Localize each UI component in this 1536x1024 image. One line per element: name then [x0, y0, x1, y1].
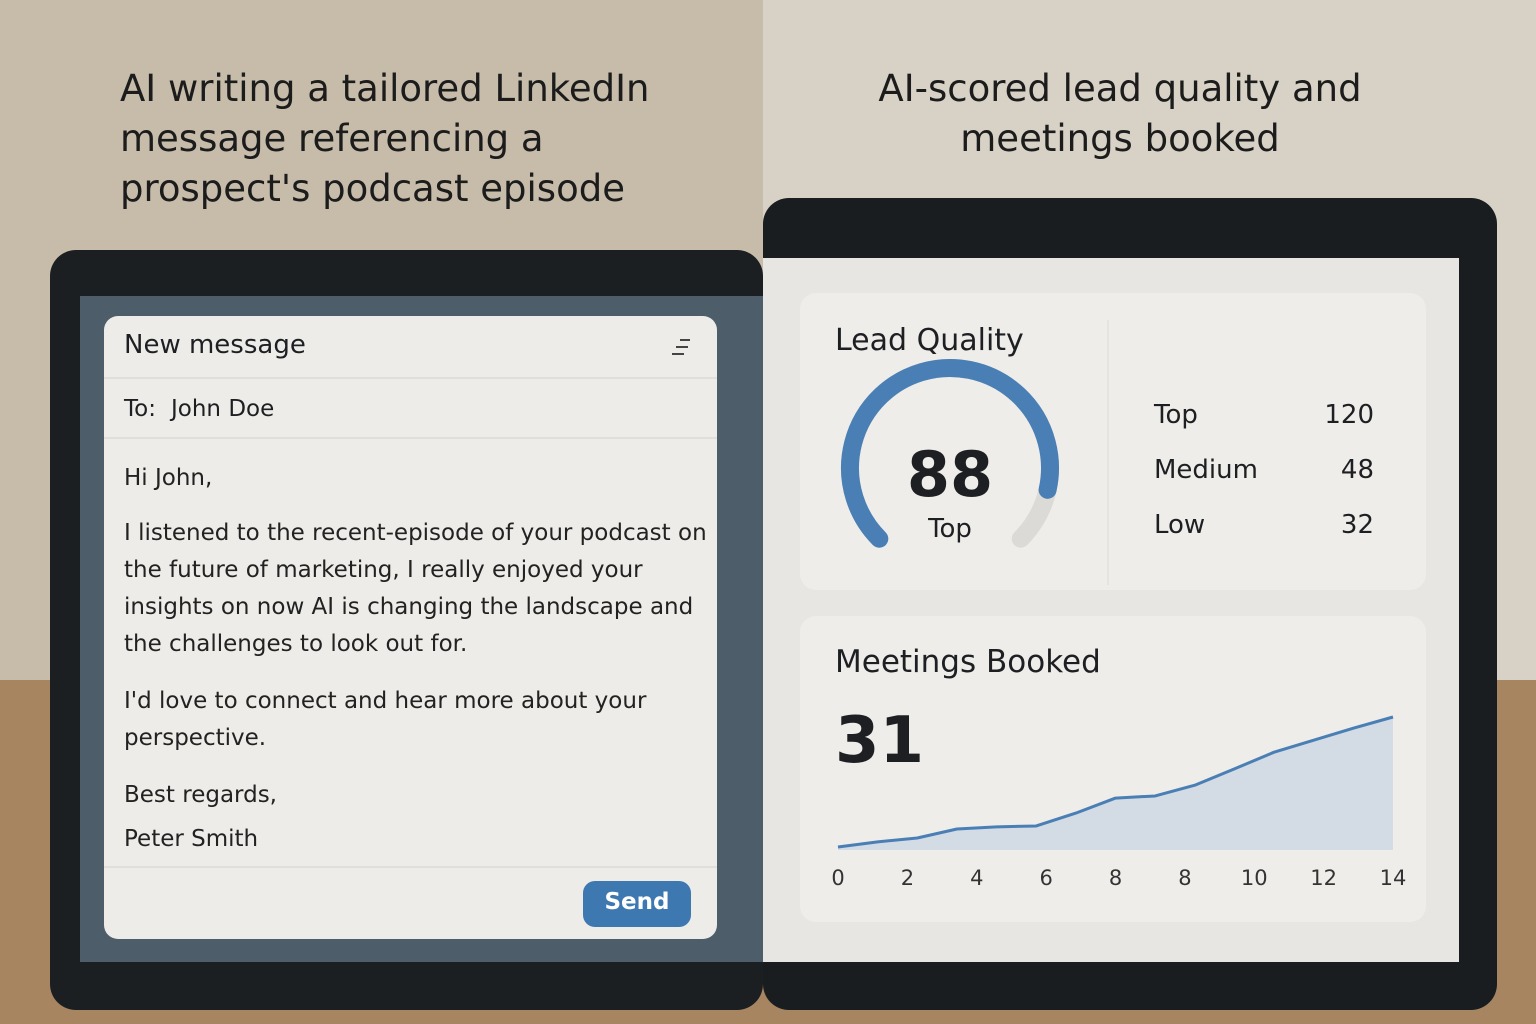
- recipient: John Doe: [171, 396, 275, 422]
- x-tick-label: 6: [1039, 866, 1052, 890]
- message-card: [104, 316, 717, 939]
- send-button[interactable]: [583, 881, 691, 927]
- gauge-value: [841, 359, 1059, 548]
- caption-line: prospect's podcast episode: [120, 167, 625, 210]
- x-tick-label: 10: [1241, 866, 1268, 890]
- x-tick-label: 14: [1380, 866, 1407, 890]
- x-tick-label: 8: [1109, 866, 1122, 890]
- caption-line: message referencing a: [120, 117, 544, 160]
- row-label: Low: [1154, 510, 1206, 540]
- caption-line: AI writing a tailored LinkedIn: [120, 67, 650, 110]
- message-paragraph: I'd love to connect and hear more about …: [124, 688, 647, 751]
- message-paragraph: Best regards,: [124, 782, 277, 808]
- line-chart: 0 2 4 6 8 8 10 12 14: [831, 715, 1407, 890]
- menu-icon: [672, 339, 690, 355]
- meetings-title: Meetings Booked: [835, 644, 1101, 680]
- message-paragraph: Hi John,: [124, 465, 213, 491]
- gauge: [841, 359, 1059, 548]
- row-value: 120: [1324, 400, 1374, 430]
- x-tick-label: 2: [901, 866, 914, 890]
- x-tick-label: 8: [1178, 866, 1191, 890]
- to-label: To:: [124, 396, 156, 422]
- caption-line: meetings booked: [960, 117, 1280, 160]
- row-value: 32: [1340, 510, 1374, 540]
- caption-line: AI-scored lead quality and: [878, 67, 1362, 110]
- message-paragraph: Peter Smith: [124, 826, 259, 852]
- line: [837, 715, 1394, 849]
- message-title: New message: [124, 330, 306, 360]
- x-tick-label: 4: [970, 866, 983, 890]
- right-caption: AI-scored lead quality and meetings book…: [810, 64, 1430, 164]
- left-caption: AI writing a tailored LinkedIn message r…: [120, 64, 650, 214]
- area-fill: [838, 717, 1393, 850]
- lead-title: Lead Quality: [835, 323, 1024, 358]
- score-label: Top: [928, 514, 972, 544]
- row-label: Medium: [1154, 455, 1258, 485]
- x-tick-label: 0: [831, 866, 844, 890]
- meetings-total: 31: [835, 704, 925, 778]
- send-label[interactable]: Send: [604, 889, 670, 915]
- message-paragraph: I listened to the recent-episode of your…: [124, 520, 707, 657]
- row-value: 48: [1340, 455, 1374, 485]
- row-label: Top: [1154, 400, 1198, 430]
- score: 88: [906, 438, 994, 511]
- x-tick-label: 12: [1310, 866, 1337, 890]
